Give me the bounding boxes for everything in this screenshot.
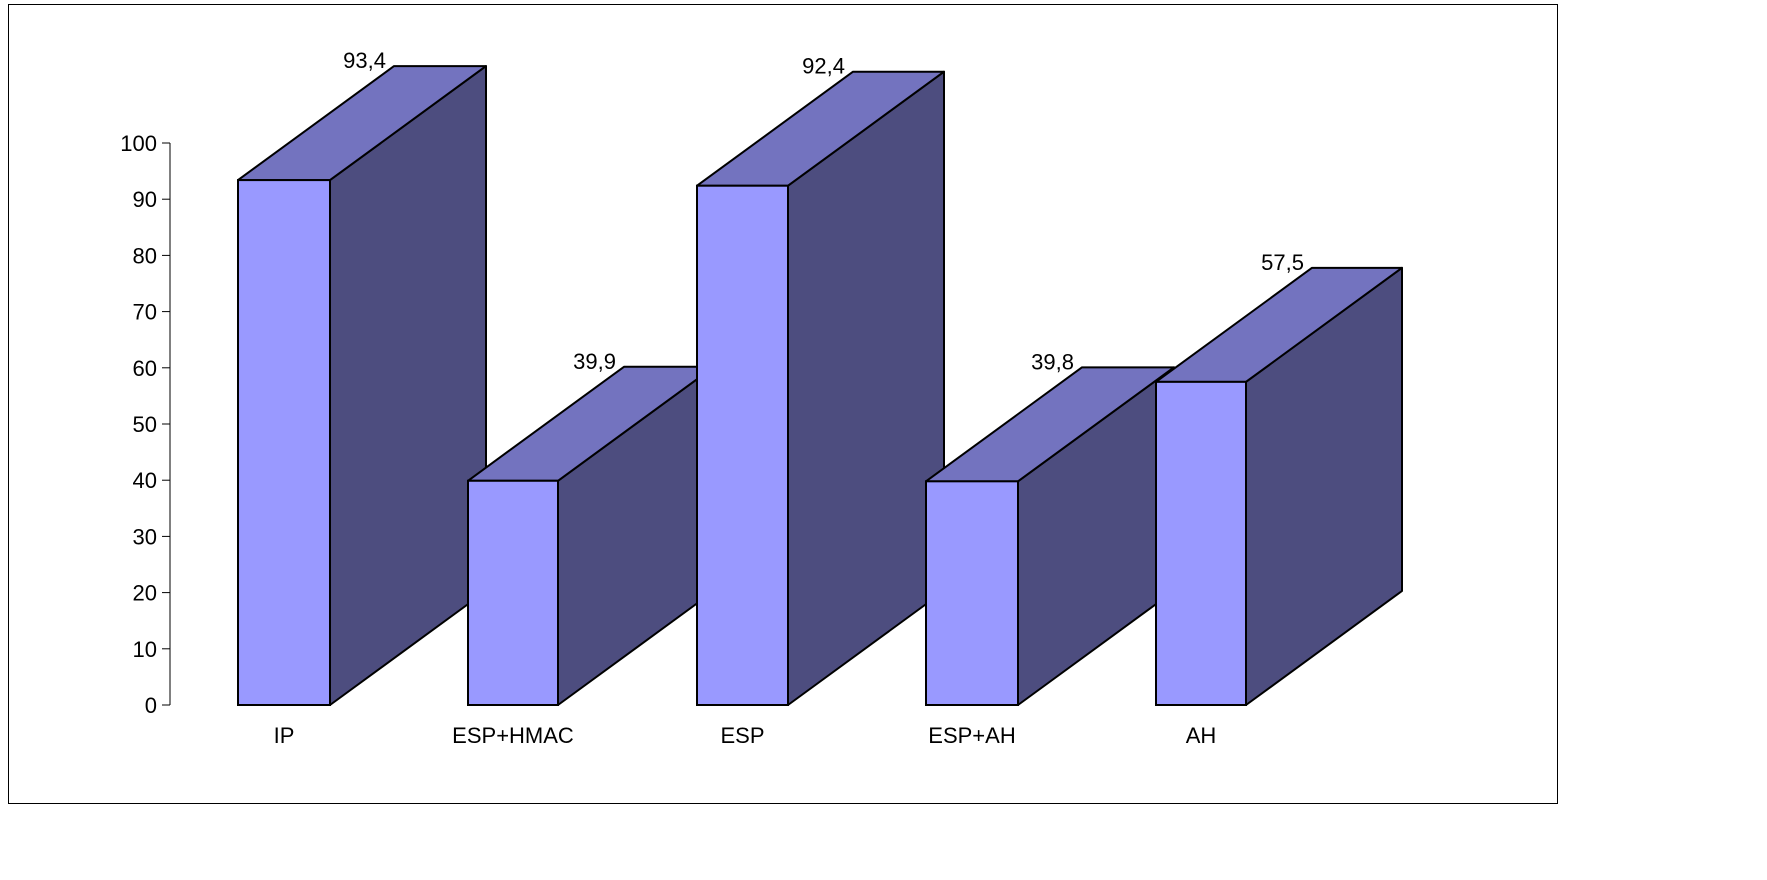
y-axis: 0 10 20 30 40 50 60 70 80 90 100 — [120, 131, 171, 718]
y-tick-label: 30 — [133, 524, 157, 549]
bar-front-face — [237, 179, 331, 707]
x-category-label: ESP — [720, 723, 764, 748]
bar-front-face — [467, 479, 559, 706]
y-tick-label: 90 — [133, 187, 157, 212]
y-tick-label: 60 — [133, 356, 157, 381]
bar-front-face — [1155, 380, 1247, 706]
labels: 93,4 39,9 92,4 39,8 57,5 IP ESP+HMAC ESP ESP+AH A… — [274, 48, 1304, 748]
bar-ah — [1155, 266, 1403, 706]
y-tick-label: 50 — [133, 412, 157, 437]
y-tick-label: 20 — [133, 581, 157, 606]
y-tick-label: 10 — [133, 637, 157, 662]
data-label: 93,4 — [343, 48, 386, 73]
bars — [237, 65, 1403, 707]
data-label: 57,5 — [1261, 250, 1304, 275]
bar-esp — [696, 70, 945, 707]
bar-ip — [237, 65, 487, 707]
data-label: 39,9 — [573, 349, 616, 374]
bar-front-face — [696, 184, 789, 707]
bar-front-face — [925, 480, 1019, 706]
data-label: 92,4 — [802, 54, 845, 79]
y-tick-label: 70 — [133, 300, 157, 325]
x-category-label: ESP+AH — [928, 723, 1015, 748]
bar-esp-hmac — [467, 365, 715, 706]
data-label: 39,8 — [1031, 349, 1074, 374]
y-tick-label: 80 — [133, 243, 157, 268]
y-tick-label: 0 — [145, 693, 157, 718]
x-category-label: ESP+HMAC — [452, 723, 574, 748]
bar-esp-ah — [925, 366, 1175, 706]
x-category-label: IP — [274, 723, 295, 748]
y-tick-label: 100 — [120, 131, 157, 156]
x-category-label: AH — [1186, 723, 1217, 748]
y-tick-label: 40 — [133, 468, 157, 493]
